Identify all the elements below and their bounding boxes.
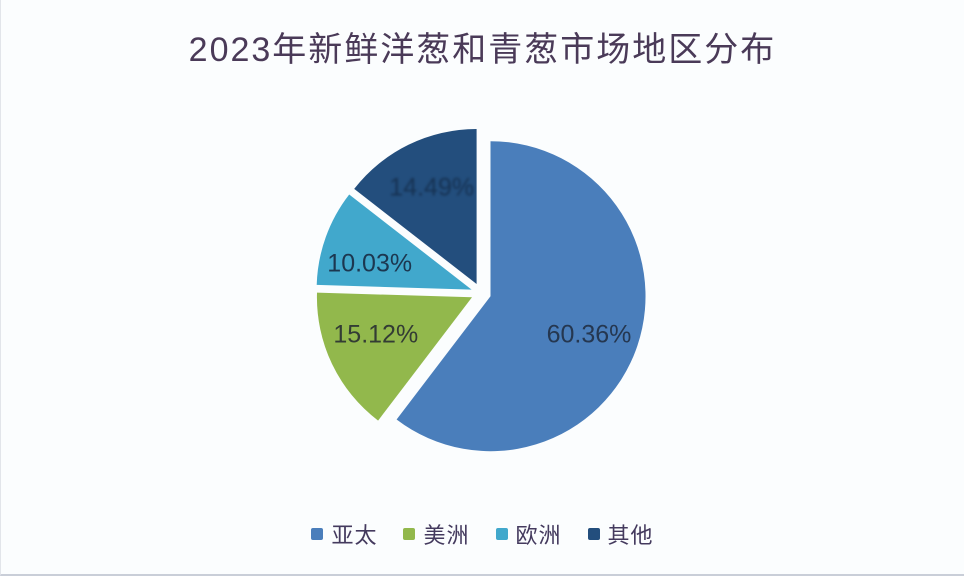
legend-label-other: 其他: [607, 523, 654, 548]
legend-item-americas: 美洲: [403, 518, 469, 550]
slice-label-apac: 60.36%: [547, 320, 632, 348]
legend-swatch-apac: [311, 528, 324, 540]
legend-label-europe: 欧洲: [515, 523, 562, 548]
chart-title: 2023年新鲜洋葱和青葱市场地区分布: [188, 31, 777, 69]
pie-slice-other: [354, 129, 477, 284]
slice-label-americas: 15.12%: [333, 320, 418, 348]
slice-label-other: 14.49%: [389, 173, 474, 201]
legend-label-apac: 亚太: [331, 523, 378, 548]
pie-slice-apac: [396, 141, 646, 452]
legend-item-europe: 欧洲: [495, 518, 562, 550]
legend-item-other: 其他: [587, 518, 654, 550]
slice-label-europe: 10.03%: [327, 250, 412, 278]
pie-slice-americas: [316, 292, 472, 421]
legend-item-apac: 亚太: [311, 518, 377, 550]
pie-slice-europe: [316, 194, 472, 290]
legend-swatch-europe: [495, 528, 508, 540]
legend-label-americas: 美洲: [423, 523, 470, 548]
legend-swatch-other: [587, 528, 600, 540]
legend-swatch-americas: [403, 528, 416, 540]
legend: 亚太 美洲 欧洲 其他: [1, 518, 964, 550]
